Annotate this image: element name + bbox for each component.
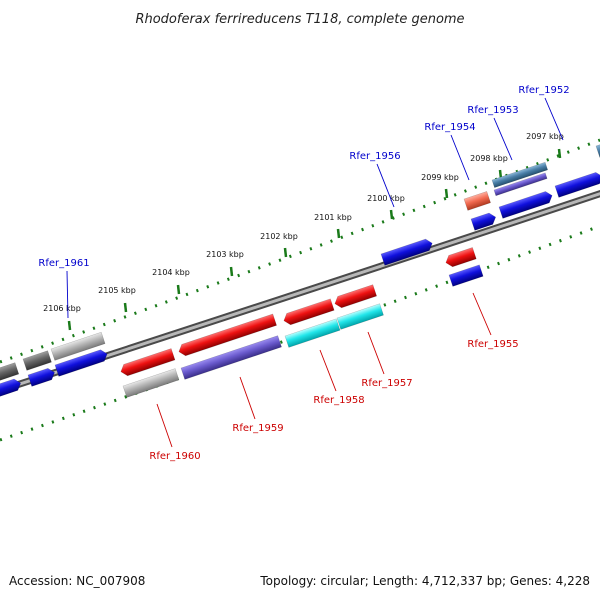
leader-line-rfer-1954 [450, 134, 470, 181]
gene-label-rfer-1956: Rfer_1956 [349, 151, 400, 162]
gene-block-rfer-1955-a [445, 247, 477, 268]
gene-block-rfer-1953-lower [493, 172, 548, 197]
scale-tick-2101-kbp [336, 228, 341, 239]
leader-line-rfer-1956 [376, 163, 395, 208]
gene-block-forward-a [470, 212, 496, 231]
scale-tick-2099-kbp [444, 188, 449, 199]
scale-tick-2102-kbp [283, 247, 288, 258]
gene-block-rfer-1956 [380, 238, 433, 266]
scale-label-2101-kbp: 2101 kbp [314, 213, 352, 222]
accession-text: Accession: NC_007908 [9, 574, 146, 588]
gene-block-rfer-1961 [50, 331, 106, 361]
gene-block-dark-a [22, 350, 52, 371]
gene-block-rfer-1960 [122, 368, 180, 398]
scale-ticks [67, 148, 562, 331]
scale-label-2103-kbp: 2103 kbp [206, 250, 244, 259]
gene-block-rfer-1957 [336, 303, 384, 330]
leader-line-rfer-1952 [544, 97, 564, 141]
gene-block-rfer-1955 [448, 264, 484, 287]
scale-tick-2104-kbp [176, 284, 181, 295]
scale-tick-2100-kbp [389, 209, 394, 220]
gene-block-rfer-1959 [180, 335, 282, 380]
map-title: Rhodoferax ferrireducens T118, complete … [135, 12, 464, 27]
gene-label-rfer-1952: Rfer_1952 [518, 85, 569, 96]
scale-tick-2097-kbp [557, 148, 562, 159]
gene-block-forward-e [27, 368, 55, 387]
leader-line-rfer-1958 [319, 349, 337, 392]
outer-tick-ring [0, 138, 600, 364]
scale-label-2097-kbp: 2097 kbp [526, 132, 564, 141]
scale-label-2106-kbp: 2106 kbp [43, 304, 81, 313]
scale-label-2099-kbp: 2099 kbp [421, 173, 459, 182]
gene-blocks [0, 142, 600, 398]
gene-label-rfer-1953: Rfer_1953 [467, 105, 518, 116]
scale-label-2098-kbp: 2098 kbp [470, 154, 508, 163]
scale-label-2104-kbp: 2104 kbp [152, 268, 190, 277]
gene-block-forward-b [498, 191, 553, 219]
leader-line-rfer-1961 [66, 270, 69, 319]
leader-line-rfer-1959 [239, 376, 256, 420]
gene-block-rfer-1953 [491, 161, 548, 188]
scale-tick-2105-kbp [123, 302, 128, 313]
leader-line-rfer-1957 [367, 331, 385, 375]
gene-label-rfer-1958: Rfer_1958 [313, 395, 364, 406]
gene-label-rfer-1957: Rfer_1957 [361, 378, 412, 389]
gene-block-rfer-1952 [595, 142, 600, 158]
gene-block-forward-d [54, 349, 108, 377]
gene-block-rfer-1958-a [283, 298, 335, 326]
gene-label-rfer-1959: Rfer_1959 [232, 423, 283, 434]
gene-block-dark-b [0, 362, 20, 381]
gene-block-forward-c [554, 172, 600, 198]
gene-block-forward-f [0, 378, 21, 397]
gene-block-rfer-1959-a [178, 313, 277, 357]
gene-block-rfer-1958 [284, 318, 341, 348]
scale-label-2105-kbp: 2105 kbp [98, 286, 136, 295]
gene-label-rfer-1954: Rfer_1954 [424, 122, 475, 133]
scale-tick-2103-kbp [229, 266, 234, 277]
gene-label-rfer-1961: Rfer_1961 [38, 258, 89, 269]
leader-line-rfer-1955 [472, 292, 492, 336]
scale-tick-2106-kbp [67, 320, 72, 331]
leader-lines [66, 97, 564, 448]
gene-label-rfer-1960: Rfer_1960 [149, 451, 200, 462]
gene-label-rfer-1955: Rfer_1955 [467, 339, 518, 350]
scale-labels: 2097 kbp 2098 kbp 2099 kbp 2100 kbp 2101 kbp… [43, 132, 564, 313]
gene-block-rfer-1954 [463, 191, 491, 211]
gene-block-rfer-1957-a [334, 284, 377, 309]
genome-summary-text: Topology: circular; Length: 4,712,337 bp… [260, 574, 590, 588]
leader-line-rfer-1953 [493, 117, 513, 161]
scale-label-2102-kbp: 2102 kbp [260, 232, 298, 241]
leader-line-rfer-1960 [156, 403, 173, 448]
gene-block-rfer-1960-a [120, 348, 176, 377]
scale-label-2100-kbp: 2100 kbp [367, 194, 405, 203]
